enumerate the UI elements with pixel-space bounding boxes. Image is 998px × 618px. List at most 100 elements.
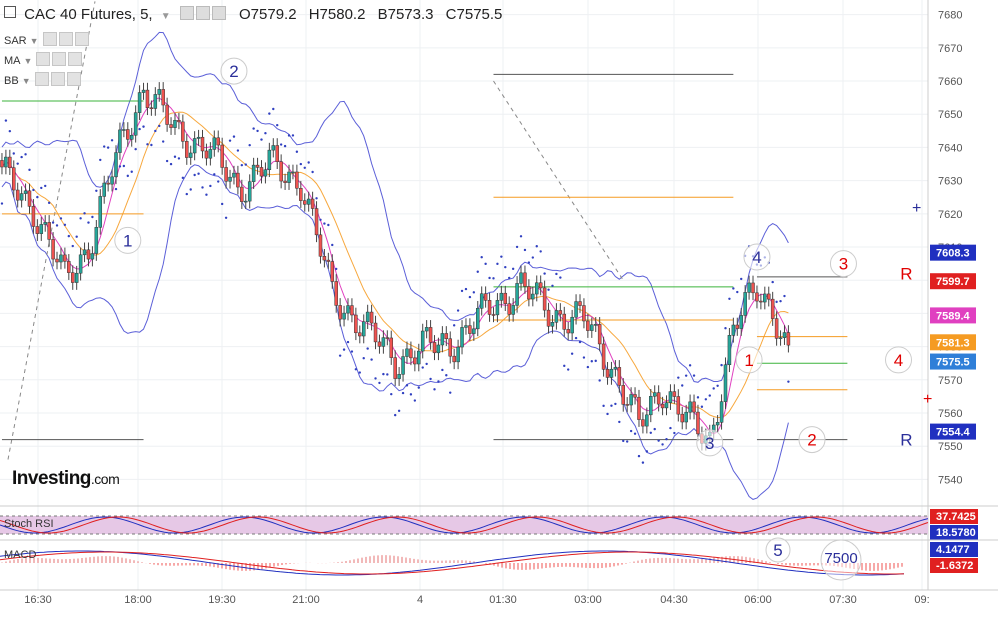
settings-icon[interactable] xyxy=(52,52,67,66)
candle-body xyxy=(743,292,747,316)
candle-body xyxy=(731,324,736,336)
dropdown-caret-icon[interactable]: ▼ xyxy=(160,11,171,22)
close-icon[interactable] xyxy=(211,6,226,20)
indicator-ma[interactable]: MA ▼ xyxy=(4,52,83,67)
chevron-down-icon[interactable]: ▼ xyxy=(23,56,33,66)
close-icon[interactable] xyxy=(68,52,83,66)
settings-icon[interactable] xyxy=(58,32,73,46)
candle xyxy=(181,114,185,149)
sar-dot xyxy=(618,420,621,424)
sar-dot xyxy=(582,356,586,359)
candle xyxy=(782,325,787,345)
eye-icon[interactable] xyxy=(179,6,194,20)
sar-dot xyxy=(386,373,389,376)
sar-dot xyxy=(103,145,106,148)
candle-body xyxy=(519,272,523,284)
candle-body xyxy=(424,327,429,332)
candle-body xyxy=(645,414,649,427)
candle-body xyxy=(538,282,543,289)
candle xyxy=(12,160,16,198)
x-tick-label: 16:30 xyxy=(24,594,52,606)
candle-body xyxy=(59,254,63,263)
candle xyxy=(67,254,71,280)
eye-icon[interactable] xyxy=(42,32,57,46)
eye-icon[interactable] xyxy=(34,72,49,86)
candle xyxy=(377,334,382,354)
candle-body xyxy=(126,129,130,140)
candle xyxy=(365,304,370,329)
candle xyxy=(342,305,346,327)
y-tick-label: 7640 xyxy=(938,142,962,154)
sar-dot xyxy=(736,290,739,294)
sar-dot xyxy=(468,295,472,299)
candle xyxy=(74,265,79,290)
candle-body xyxy=(67,261,71,273)
candle-body xyxy=(326,259,331,262)
sar-dot xyxy=(374,377,377,380)
candle-body xyxy=(220,144,224,168)
sar-dot xyxy=(201,186,204,189)
settings-icon[interactable] xyxy=(50,72,65,86)
candle xyxy=(609,361,614,385)
candle xyxy=(165,97,169,132)
investing-logo: Investing.com xyxy=(12,468,120,490)
sar-dot xyxy=(574,336,578,340)
chevron-down-icon[interactable]: ▼ xyxy=(29,36,39,46)
close-icon[interactable] xyxy=(66,72,81,86)
candle-body xyxy=(259,167,264,177)
high-value: H7580.2 xyxy=(308,6,366,23)
sar-dot xyxy=(366,347,369,350)
macd-wave-label: 5 xyxy=(773,541,782,560)
sar-dot xyxy=(602,404,605,408)
candle-body xyxy=(47,222,51,240)
candle-body xyxy=(322,256,327,261)
wave-label-circle xyxy=(829,250,857,278)
close-icon[interactable] xyxy=(74,32,89,46)
sar-dot xyxy=(36,195,39,199)
sar-dot xyxy=(24,153,27,156)
wave-label: R xyxy=(900,431,912,450)
candle-body xyxy=(12,167,16,191)
sar-dot xyxy=(543,272,546,275)
candle-body xyxy=(601,343,606,370)
wave-label-circle xyxy=(798,426,826,454)
candle xyxy=(354,307,358,341)
candle-body xyxy=(0,160,4,168)
candle xyxy=(601,336,606,377)
settings-icon[interactable] xyxy=(195,6,210,20)
sar-dot xyxy=(161,140,165,143)
sar-dot xyxy=(362,357,365,360)
sar-dot xyxy=(358,371,361,374)
candle-body xyxy=(247,181,252,202)
sar-dot xyxy=(126,174,129,178)
candle-body xyxy=(350,305,354,316)
candle-body xyxy=(86,249,91,260)
eye-icon[interactable] xyxy=(36,52,51,66)
candle-body xyxy=(688,401,692,413)
candle xyxy=(719,394,724,430)
symbol-name[interactable]: CAC 40 Futures xyxy=(24,6,132,23)
candle-body xyxy=(19,193,24,201)
candle-body xyxy=(122,129,126,131)
wave-label: 3 xyxy=(705,434,714,453)
chevron-down-icon[interactable]: ▼ xyxy=(21,76,31,86)
collapse-icon[interactable] xyxy=(4,6,16,18)
sar-dot xyxy=(464,287,468,291)
indicator-sar[interactable]: SAR ▼ xyxy=(4,32,90,47)
candle-body xyxy=(82,249,87,256)
candle-body xyxy=(141,89,146,93)
sar-dot xyxy=(209,184,212,188)
sar-dot xyxy=(335,267,338,271)
indicator-bb[interactable]: BB ▼ xyxy=(4,72,82,87)
wave-label-circle xyxy=(743,243,771,271)
sar-dot xyxy=(413,399,417,402)
candle xyxy=(715,414,720,433)
sar-dot xyxy=(276,123,279,127)
wave-label: 2 xyxy=(229,62,238,81)
sar-dot xyxy=(91,215,94,219)
candle-body xyxy=(448,338,452,357)
interval-value[interactable]: 5 xyxy=(140,6,149,23)
sar-dot xyxy=(397,409,401,413)
candle xyxy=(778,330,783,346)
